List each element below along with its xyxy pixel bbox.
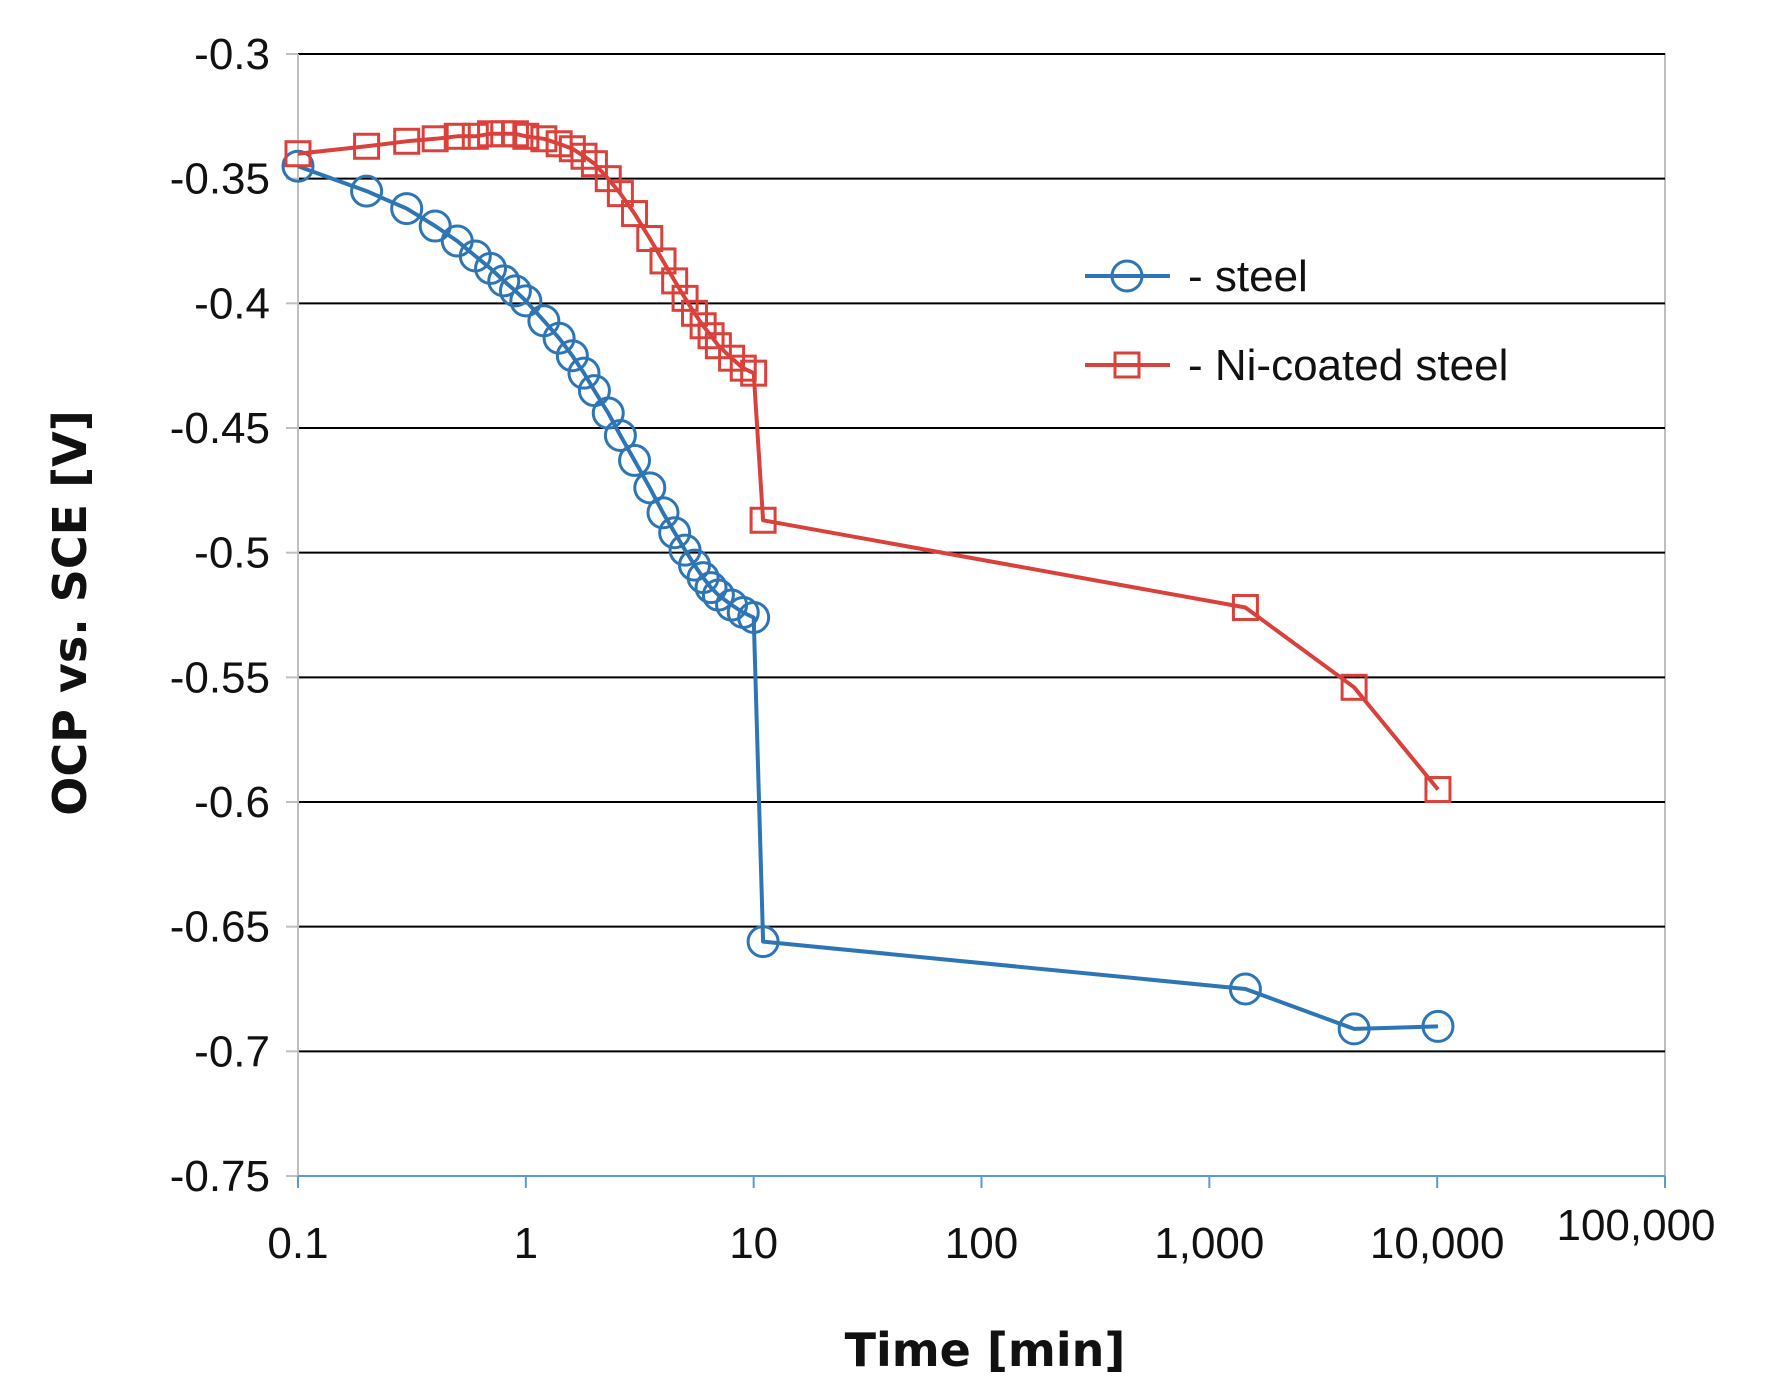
legend-ni-coated-steel-point	[1113, 351, 1141, 379]
steel-series-point	[618, 443, 652, 477]
y-tick-label: -0.5	[194, 529, 270, 578]
x-tick-label: 0.1	[267, 1219, 328, 1268]
ni-coated-steel-series-point	[530, 125, 558, 153]
ni-coated-steel-series	[284, 120, 1452, 804]
steel-series-point	[350, 174, 384, 208]
ni-coated-steel-series-point	[1340, 673, 1368, 701]
ni-coated-steel-series-point	[570, 142, 598, 170]
x-tick-label: 1,000	[1154, 1219, 1264, 1268]
legend-steel-point	[1110, 259, 1144, 293]
x-tick-label: 100	[945, 1219, 1018, 1268]
ni-coated-steel-series-point	[501, 120, 529, 148]
steel-series-point	[418, 209, 452, 243]
steel-series-point	[474, 251, 508, 285]
legend-ni-coated-steel: - Ni-coated steel	[1085, 341, 1508, 390]
x-tick-label: 10	[729, 1219, 778, 1268]
axes-layer: -0.3 -0.35 -0.4 -0.45 -0.5 -0.55 -0.6 -0.65 -0.7…	[170, 30, 1716, 1268]
ni-coated-steel-series-point	[749, 506, 777, 534]
legend-ni-coated-steel-label: - Ni-coated steel	[1188, 341, 1508, 390]
ni-coated-steel-series-point	[1424, 776, 1452, 804]
ni-coated-steel-series-point	[671, 284, 699, 312]
y-tick-label: -0.65	[170, 903, 270, 952]
ni-coated-steel-series-point	[689, 312, 717, 340]
ni-coated-steel-series-line	[297, 131, 1440, 791]
ni-coated-steel-series-point	[353, 132, 381, 160]
plot-area	[297, 53, 1666, 1177]
legend: - steel - Ni-coated steel	[1085, 252, 1508, 390]
legend-steel-label: - steel	[1188, 252, 1308, 301]
y-tick-label: -0.45	[170, 404, 270, 453]
x-tick-label: 10,000	[1370, 1219, 1505, 1268]
steel-series-point	[694, 571, 728, 605]
ni-coated-steel-series-point	[393, 127, 421, 155]
steel-series-point	[555, 339, 589, 373]
ni-coated-steel-series-point	[1231, 594, 1259, 622]
y-tick-label: -0.35	[170, 155, 270, 204]
steel-series-point	[658, 516, 692, 550]
ni-coated-steel-series-point	[661, 267, 689, 295]
steel-series-point	[390, 192, 424, 226]
steel-series-point	[567, 356, 601, 390]
steel-series-point	[1421, 1009, 1455, 1043]
ni-coated-steel-series-point	[421, 125, 449, 153]
x-tick-label: 100,000	[1556, 1201, 1715, 1250]
steel-series-point	[633, 471, 667, 505]
steel-series-point	[746, 925, 780, 959]
steel-series-point	[1228, 972, 1262, 1006]
ni-coated-steel-series-point	[580, 150, 608, 178]
ni-coated-steel-series-point	[729, 354, 757, 382]
y-tick-label: -0.7	[194, 1027, 270, 1076]
steel-series-point	[646, 496, 680, 530]
steel-series-point	[542, 321, 576, 355]
legend-steel: - steel	[1085, 252, 1308, 301]
y-tick-label: -0.75	[170, 1152, 270, 1201]
y-tick-label: -0.6	[194, 778, 270, 827]
ni-coated-steel-series-point	[461, 122, 489, 150]
ni-coated-steel-series-point	[697, 322, 725, 350]
ni-coated-steel-series-point	[443, 122, 471, 150]
y-axis-title: OCP vs. SCE [V]	[43, 410, 97, 815]
ni-coated-steel-series-point	[621, 200, 649, 228]
steel-series-point	[509, 284, 543, 318]
grid-layer	[297, 53, 1666, 1177]
y-tick-label: -0.3	[194, 30, 270, 79]
steel-series-point	[281, 149, 315, 183]
steel-series	[281, 149, 1455, 1046]
ni-coated-steel-series-point	[740, 359, 768, 387]
series-layer	[281, 120, 1455, 1046]
steel-series-point	[1337, 1012, 1371, 1046]
y-tick-label: -0.4	[194, 279, 270, 328]
x-tick-label: 1	[514, 1219, 538, 1268]
ni-coated-steel-series-point	[512, 122, 540, 150]
steel-series-point	[498, 274, 532, 308]
steel-series-point	[603, 418, 637, 452]
x-axis-title: Time [min]	[845, 1323, 1126, 1377]
ni-coated-steel-series-point	[606, 180, 634, 208]
steel-series-point	[487, 264, 521, 298]
y-tick-label: -0.55	[170, 653, 270, 702]
ni-coated-steel-series-point	[284, 140, 312, 168]
steel-series-point	[737, 600, 771, 634]
